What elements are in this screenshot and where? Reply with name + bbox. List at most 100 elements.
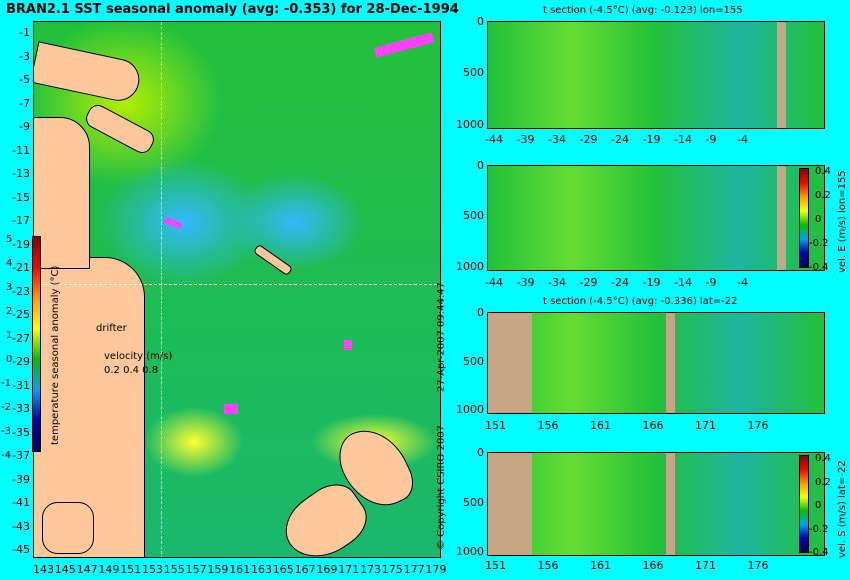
sst-colorbar-tick-label: -3 <box>1 426 11 437</box>
section-x-tick-label: -14 <box>674 133 692 146</box>
sst-colorbar-tick-label: 5 <box>6 234 13 245</box>
section-y-tick-label: 0 <box>477 306 484 319</box>
timestamp-label: 27-Apr-2007 09:44:47 <box>436 282 447 392</box>
map-lat-tick-label: -33 <box>12 402 30 415</box>
section-land-column <box>777 166 786 270</box>
section-land-column <box>666 453 675 555</box>
section-x-tick-label: 176 <box>747 559 769 572</box>
section-x-tick-label: -19 <box>642 133 661 146</box>
section-line-lon155 <box>161 22 162 557</box>
sst-colorbar-tick-label: 3 <box>6 282 13 293</box>
land-cape-york <box>34 117 90 269</box>
section-x-tick-label: 171 <box>695 419 716 432</box>
map-lon-tick-label: 161 <box>229 563 251 576</box>
section-y-tick-label: 0 <box>477 446 484 459</box>
section-x-tick-label: -19 <box>642 276 661 289</box>
map-lon-tick-label: 149 <box>98 563 120 576</box>
section-x-tick-label: 161 <box>590 559 611 572</box>
section-x-tick-label: -34 <box>548 133 566 146</box>
section-x-tick-label: -24 <box>611 133 629 146</box>
velocity-colorbar-tick-label: 0.2 <box>815 476 831 488</box>
map-lon-tick-label: 147 <box>76 563 98 576</box>
section-y-tick-label: 1000 <box>456 403 484 417</box>
velocity-colorbar <box>799 168 809 268</box>
map-lat-tick-label: -1 <box>19 26 30 39</box>
map-lat-tick-label: -39 <box>12 472 30 486</box>
section-x-tick-label: -44 <box>485 276 503 289</box>
map-lon-tick-label: 145 <box>54 563 76 576</box>
section-plot <box>487 312 825 414</box>
section-x-tick-label: -9 <box>705 276 717 289</box>
map-lon-tick-label: 157 <box>185 563 207 576</box>
velocity-colorbar-tick-label: 0 <box>815 214 822 225</box>
section-title: t section (-4.5°C) (avg: -0.123) lon=155 <box>543 5 743 16</box>
section-x-tick-label: 171 <box>695 559 716 572</box>
sst-colorbar-tick-label: 4 <box>6 258 13 269</box>
land-png-tail <box>82 101 158 157</box>
section-y-tick-label: 500 <box>463 495 484 509</box>
sst-colorbar-tick-label: 2 <box>6 306 13 317</box>
map-lat-tick-label: -19 <box>12 237 30 251</box>
land-tasmania <box>42 502 94 554</box>
section-y-tick-label: 0 <box>477 15 484 28</box>
land-new-caledonia <box>252 243 294 277</box>
velocity-colorbar-tick-label: 0.4 <box>815 453 831 464</box>
map-lon-tick-label: 171 <box>338 563 360 576</box>
section-x-tick-label: -29 <box>579 276 598 289</box>
map-lat-tick-label: -41 <box>12 496 30 509</box>
section-y-tick-label: 500 <box>463 66 484 80</box>
velocity-label: velocity (m/s) <box>104 351 173 362</box>
section-x-tick-label: 166 <box>642 419 664 432</box>
section-y-tick-label: 1000 <box>456 259 484 273</box>
section-plot <box>487 21 825 129</box>
page-title: BRAN2.1 SST seasonal anomaly (avg: -0.35… <box>6 2 459 17</box>
map-lat-tick-label: -13 <box>12 167 30 180</box>
section-title: t section (-4.5°C) (avg: -0.336) lat=-22 <box>543 296 738 307</box>
map-lon-tick-label: 179 <box>425 563 447 576</box>
map-lon-tick-label: 151 <box>120 563 142 576</box>
sst-colorbar <box>32 236 41 452</box>
copyright-label: © Copyright CSIRO 2007 <box>436 425 447 550</box>
velocity-colorbar-tick-label: -0.4 <box>809 547 829 558</box>
map-lon-tick-label: 167 <box>294 563 316 576</box>
section-x-tick-label: -34 <box>548 276 566 289</box>
section-x-tick-label: 151 <box>485 559 506 572</box>
sst-colorbar-tick-label: -4 <box>1 450 11 461</box>
map-lat-tick-label: -43 <box>12 519 30 533</box>
section-y-tick-label: 0 <box>477 159 484 172</box>
map-lon-tick-label: 165 <box>272 563 294 576</box>
section-x-tick-label: -39 <box>516 276 535 289</box>
drifter-marker <box>373 32 435 58</box>
sst-anomaly-map <box>33 21 441 558</box>
section-x-tick-label: 166 <box>642 559 664 572</box>
map-lon-tick-label: 173 <box>360 563 381 576</box>
map-lon-tick-label: 155 <box>163 563 185 576</box>
map-lat-tick-label: -15 <box>12 190 30 204</box>
velocity-colorbar-tick-label: -0.4 <box>809 262 829 273</box>
section-x-tick-label: -29 <box>579 133 598 146</box>
map-lon-tick-label: 177 <box>403 563 425 576</box>
sst-colorbar-tick-label: -2 <box>1 402 11 413</box>
map-lon-tick-label: 159 <box>207 563 229 576</box>
drifter-marker <box>224 404 238 414</box>
sst-colorbar-tick-label: 1 <box>6 330 13 341</box>
section-land-column <box>666 313 675 413</box>
velocity-scale: 0.2 0.4 0.8 <box>104 365 159 376</box>
drifter-label: drifter <box>96 323 127 334</box>
section-y-tick-label: 500 <box>463 354 484 368</box>
velocity-colorbar-label: vel. S (m/s) lat=-22 <box>837 460 848 558</box>
map-lat-tick-label: -35 <box>12 425 30 439</box>
section-x-tick-label: -39 <box>516 133 535 146</box>
section-land-coast <box>488 453 532 555</box>
map-lon-tick-label: 153 <box>142 563 163 576</box>
sst-colorbar-tick-label: -1 <box>1 378 11 389</box>
map-lat-tick-label: -9 <box>19 120 30 133</box>
map-lat-tick-label: -25 <box>12 308 30 321</box>
map-lon-tick-label: 169 <box>316 563 338 576</box>
map-lon-tick-label: 175 <box>381 563 403 576</box>
section-x-tick-label: -4 <box>737 276 748 289</box>
map-lon-tick-label: 143 <box>33 563 54 576</box>
drifter-marker <box>344 340 352 350</box>
section-y-tick-label: 500 <box>463 209 484 223</box>
velocity-colorbar-label: vel. E (m/s) lon=155 <box>837 170 848 273</box>
